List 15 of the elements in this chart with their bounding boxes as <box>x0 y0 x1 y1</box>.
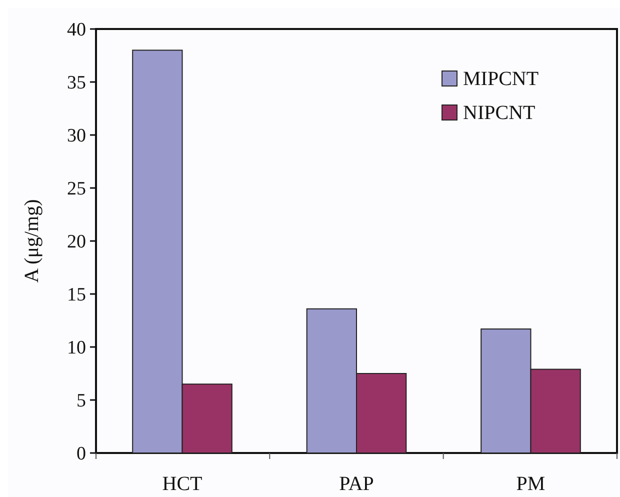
y-tick-label: 30 <box>67 126 86 147</box>
y-tick-label: 10 <box>67 338 86 359</box>
y-tick-label: 15 <box>67 284 86 306</box>
y-tick-label: 35 <box>67 72 86 94</box>
x-tick-label: PM <box>516 473 546 495</box>
y-tick-label: 40 <box>67 20 86 41</box>
x-tick-label: HCT <box>162 473 202 495</box>
y-tick-label: 25 <box>67 178 86 200</box>
y-axis-title: A (μg/mg) <box>21 199 43 283</box>
x-tick-label: PAP <box>339 473 374 495</box>
y-tick-label: 20 <box>67 232 86 253</box>
y-tick-label: 5 <box>76 390 86 412</box>
legend-label: NIPCNT <box>463 102 536 124</box>
y-tick-label: 0 <box>76 444 86 465</box>
legend-label: MIPCNT <box>463 68 539 90</box>
